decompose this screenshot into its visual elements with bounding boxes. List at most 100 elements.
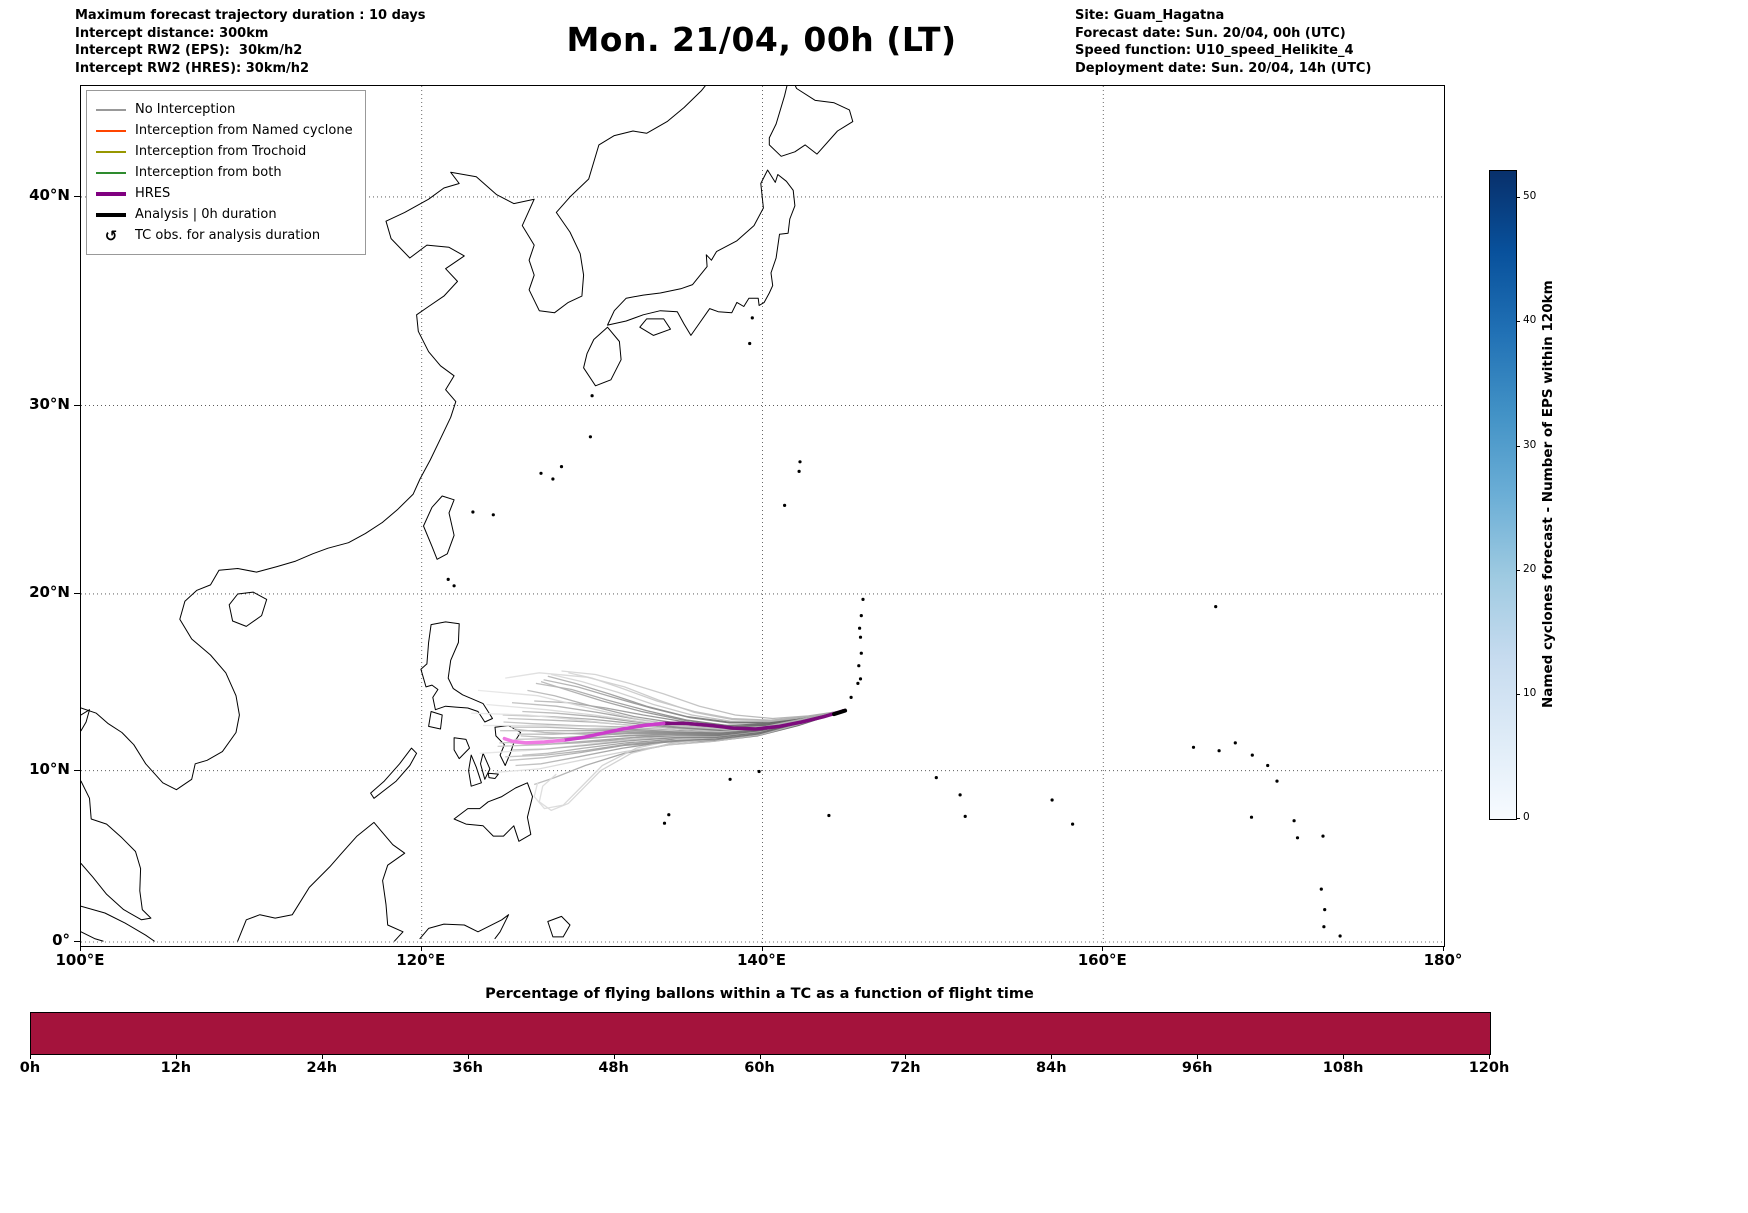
- island-dot: [539, 471, 543, 475]
- island-dot: [783, 503, 787, 507]
- eps-track: [494, 709, 845, 774]
- flight-axis-tick-label: 24h: [306, 1060, 338, 1076]
- x-axis-tick-label: 120°E: [396, 951, 446, 969]
- flight-axis-tick-label: 108h: [1322, 1060, 1364, 1076]
- forecast-parameters: Maximum forecast trajectory duration : 1…: [75, 7, 426, 77]
- colorbar-tick-label: 30: [1523, 438, 1537, 451]
- legend-line-swatch: [96, 150, 126, 153]
- map-legend: No Interception Interception from Named c…: [86, 90, 366, 255]
- island-dot: [1321, 834, 1325, 838]
- x-axis-tick-mark: [761, 946, 763, 951]
- x-axis-tick-label: 140°E: [736, 951, 787, 969]
- legend-label: HRES: [135, 186, 171, 201]
- legend-item: Interception from both: [96, 162, 353, 183]
- island-dot: [1322, 925, 1326, 929]
- island-dot: [934, 776, 938, 780]
- island-dot: [856, 681, 860, 686]
- y-axis-tick-mark: [74, 404, 80, 406]
- map-panel: No Interception Interception from Named c…: [80, 85, 1445, 947]
- island-dot: [849, 695, 853, 700]
- coastline-path: [428, 711, 443, 730]
- island-dot: [1191, 745, 1196, 749]
- x-axis-tick-label: 160°E: [1077, 951, 1127, 969]
- coastline-path: [453, 782, 533, 842]
- eps-track: [551, 673, 845, 723]
- y-axis-tick-mark: [74, 195, 80, 197]
- island-dot: [1319, 887, 1323, 891]
- legend-item: No Interception: [96, 99, 353, 120]
- legend-item: ↺ TC obs. for analysis duration: [96, 225, 353, 246]
- info-line-site: Site: Guam_Hagatna: [1075, 8, 1225, 23]
- y-axis-tick-label: 30°N: [29, 394, 70, 413]
- island-dot: [859, 651, 863, 655]
- ensemble-trajectories: [471, 670, 845, 812]
- coastline-path: [370, 747, 418, 799]
- island-dot: [559, 465, 564, 469]
- legend-item: Interception from Named cyclone: [96, 120, 353, 141]
- flight-axis-tick-mark: [467, 1054, 469, 1059]
- eps-track: [505, 672, 845, 722]
- colorbar-tick-mark: [1516, 197, 1520, 199]
- flight-axis-tick-mark: [175, 1054, 177, 1059]
- param-line-intercept-distance: Intercept distance: 300km: [75, 25, 269, 41]
- colorbar-label: Named cyclones forecast - Number of EPS …: [1540, 280, 1556, 708]
- colorbar-tick-label: 20: [1523, 562, 1537, 575]
- legend-label: Interception from Named cyclone: [135, 123, 353, 138]
- island-dot: [1233, 741, 1237, 745]
- legend-line-swatch: [96, 108, 126, 111]
- y-axis-tick-label: 0°: [52, 931, 70, 949]
- island-dot: [446, 577, 450, 581]
- eps-track: [477, 689, 845, 730]
- flight-axis-tick-label: 60h: [744, 1060, 775, 1076]
- island-dot: [1249, 815, 1254, 819]
- legend-label: TC obs. for analysis duration: [135, 228, 321, 243]
- island-dot: [667, 813, 671, 817]
- legend-label: Interception from both: [135, 165, 282, 180]
- flight-axis-tick-label: 0h: [19, 1060, 41, 1076]
- hres-segment: [661, 708, 847, 731]
- coastline-path: [81, 709, 90, 732]
- island-dot: [471, 510, 475, 514]
- eps-track: [561, 670, 845, 720]
- island-dot: [551, 477, 555, 481]
- colorbar-tick-mark: [1516, 445, 1520, 447]
- x-axis-tick-mark: [80, 946, 81, 951]
- legend-item: Interception from Trochoid: [96, 141, 353, 162]
- flight-axis-tick-label: 120h: [1468, 1060, 1510, 1076]
- x-axis-tick-label: 100°E: [55, 951, 105, 969]
- island-dot: [590, 394, 594, 398]
- eps-track: [543, 679, 845, 724]
- flight-axis-tick-mark: [30, 1054, 31, 1059]
- x-axis-tick-mark: [420, 946, 422, 951]
- flight-axis-tick-mark: [613, 1054, 615, 1059]
- island-dot: [1275, 779, 1279, 783]
- island-dot: [858, 635, 863, 639]
- flight-axis-tick-label: 72h: [890, 1060, 921, 1076]
- island-dot: [963, 814, 967, 819]
- island-dot: [728, 777, 732, 781]
- island-dot: [1338, 934, 1342, 938]
- colorbar-tick-label: 10: [1523, 686, 1537, 699]
- flight-axis-tick-label: 48h: [598, 1060, 629, 1076]
- coastline-path: [768, 86, 854, 157]
- island-dot: [491, 513, 495, 517]
- island-dot: [1250, 753, 1254, 757]
- map-canvas: [81, 86, 1444, 946]
- coastline-path: [81, 86, 706, 791]
- x-axis-tick-label: 180°: [1423, 951, 1463, 969]
- y-axis-tick-mark: [74, 592, 80, 594]
- flight-axis-tick-label: 84h: [1036, 1060, 1067, 1076]
- tc-obs-icon: ↺: [104, 226, 118, 245]
- island-dot: [797, 469, 801, 473]
- colorbar-tick-label: 40: [1523, 314, 1537, 327]
- coastline-path: [228, 591, 268, 627]
- flight-time-chart-title: Percentage of flying ballons within a TC…: [485, 986, 1034, 1002]
- colorbar-tick-label: 0: [1523, 811, 1530, 823]
- island-dot: [958, 793, 962, 797]
- flight-time-bar: [30, 1012, 1491, 1055]
- hres-segment: [561, 721, 666, 743]
- flight-axis-tick-mark: [1343, 1054, 1345, 1059]
- coastline-path: [81, 905, 155, 942]
- island-dot: [1295, 836, 1300, 840]
